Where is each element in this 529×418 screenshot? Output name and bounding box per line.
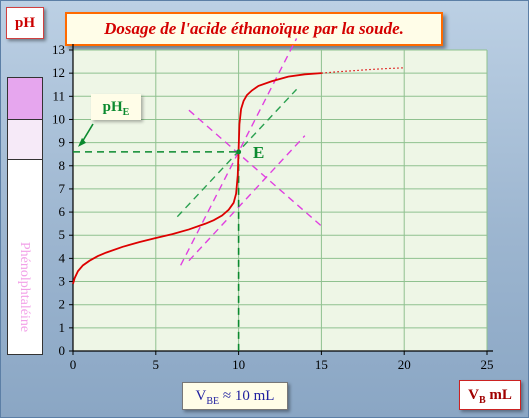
y-tick-label: 9: [59, 135, 66, 150]
y-tick-label: 11: [52, 88, 65, 103]
tangent-line: [188, 109, 322, 227]
indicator-color-column: [7, 77, 43, 355]
ph-axis-badge: pH: [6, 7, 44, 39]
y-tick-label: 2: [59, 297, 66, 312]
y-tick-label: 10: [52, 111, 65, 126]
indicator-zone-pink: [8, 78, 42, 119]
y-tick-label: 5: [59, 227, 66, 242]
plot-area: [73, 50, 487, 351]
phe-arrow-head: [78, 137, 86, 147]
y-tick-label: 12: [52, 65, 65, 80]
y-tick-label: 8: [59, 158, 66, 173]
y-tick-label: 7: [59, 181, 66, 196]
y-tick-label: 4: [59, 250, 66, 265]
y-tick-label: 6: [59, 204, 66, 219]
phe-label-sub: E: [122, 107, 130, 118]
tangent-line: [188, 135, 306, 262]
chart-title: Dosage de l'acide éthanoïque par la soud…: [65, 12, 443, 46]
x-tick-label: 10: [232, 357, 245, 372]
vb-sub: B: [478, 395, 486, 406]
x-tick-label: 20: [398, 357, 411, 372]
x-tick-label: 25: [481, 357, 494, 372]
vbe-value-box: VBE ≈ 10 mL: [182, 382, 288, 410]
vbe-main: V: [195, 388, 207, 404]
y-tick-label: 1: [59, 320, 66, 335]
vbe-sub: BE: [206, 396, 220, 407]
titration-curve-extrapolation: [321, 67, 405, 74]
vb-axis-badge: VB mL: [459, 380, 521, 410]
vb-rest: mL: [485, 387, 512, 403]
vbe-rest: ≈ 10 mL: [219, 388, 275, 404]
phe-label-box: pHE: [91, 94, 141, 120]
y-tick-label: 13: [52, 42, 65, 57]
titration-curve: [72, 72, 322, 285]
tangent-line: [180, 38, 298, 266]
y-tick-label: 3: [59, 274, 66, 289]
y-tick-label: 0: [59, 343, 66, 358]
equivalence-point-label: E: [253, 143, 265, 162]
x-tick-label: 15: [315, 357, 328, 372]
x-tick-label: 5: [153, 357, 160, 372]
phe-label-main: pH: [102, 99, 123, 115]
equivalence-point-marker: [236, 149, 242, 155]
vb-main: V: [468, 387, 479, 403]
x-tick-label: 0: [70, 357, 77, 372]
indicator-zone-light-pink: [8, 119, 42, 160]
